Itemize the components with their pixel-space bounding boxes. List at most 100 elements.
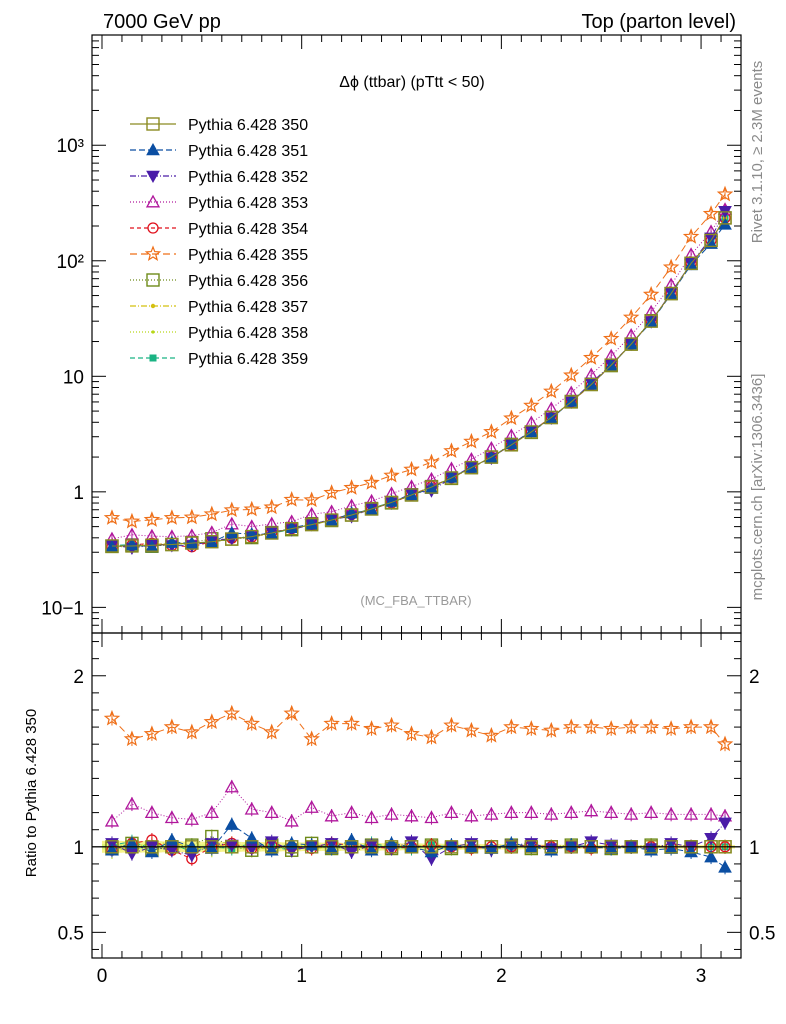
data-point (344, 805, 359, 819)
data-point (284, 521, 299, 536)
x-tick-label: 0 (97, 966, 108, 987)
mcplots-label: mcplots.cern.ch [arXiv:1306.3436] (749, 374, 766, 601)
data-point (123, 512, 141, 529)
data-point (205, 535, 219, 549)
data-point (704, 850, 718, 863)
data-point (163, 509, 181, 525)
data-point (443, 716, 460, 733)
data-point (384, 495, 399, 510)
data-point (703, 806, 719, 820)
data-point (203, 713, 221, 729)
data-point (523, 720, 540, 736)
data-point (224, 779, 239, 793)
data-point (564, 394, 579, 407)
data-point (403, 460, 420, 477)
legend-marker (150, 303, 156, 309)
data-point (225, 532, 239, 546)
series-355-ratio-line (111, 712, 726, 745)
data-point (303, 491, 320, 508)
data-point (464, 808, 479, 822)
data-point (224, 525, 239, 539)
data-point (543, 382, 560, 399)
data-point (682, 228, 700, 244)
data-point (504, 805, 519, 819)
data-point (145, 844, 159, 858)
data-point (283, 704, 300, 721)
data-point (622, 308, 640, 325)
data-point (683, 806, 699, 820)
data-point (424, 844, 439, 858)
data-point (145, 538, 159, 552)
data-point (504, 836, 519, 849)
legend-label: Pythia 6.428 350 (188, 117, 308, 134)
ratio-y-tick-label: 0.5 (58, 923, 84, 944)
data-point (564, 805, 579, 819)
data-point (602, 720, 620, 736)
data-point (718, 817, 732, 830)
data-point (524, 805, 539, 819)
data-point (584, 803, 599, 817)
data-point (704, 236, 718, 249)
data-point (484, 806, 499, 820)
legend-label: Pythia 6.428 358 (188, 325, 308, 342)
legend-entry-359: Pythia 6.428 359 (130, 351, 308, 368)
data-point (622, 718, 640, 735)
data-point (642, 718, 660, 735)
data-point (344, 506, 359, 519)
data-point (563, 366, 580, 383)
series-354-main-line (111, 217, 726, 548)
plot-title: Δϕ (ttbar) (pTtt < 50) (339, 74, 484, 91)
data-point (364, 502, 379, 516)
data-point (404, 488, 419, 502)
data-point (602, 330, 620, 346)
data-point (103, 509, 121, 525)
data-point (584, 377, 598, 392)
data-point (624, 337, 638, 351)
data-point (165, 832, 179, 846)
legend-label: Pythia 6.428 355 (188, 247, 308, 264)
data-point (304, 800, 319, 813)
data-point (125, 539, 139, 553)
ratio-y-tick-label-right: 2 (749, 667, 760, 688)
data-point (303, 730, 320, 747)
data-point (704, 233, 718, 248)
data-point (245, 529, 259, 544)
legend-label: Pythia 6.428 357 (188, 299, 308, 316)
data-point (483, 423, 500, 439)
data-point (662, 258, 680, 275)
data-point (642, 285, 660, 302)
data-point (243, 500, 260, 517)
series-350-main (105, 211, 732, 553)
y-tick-label: 10−1 (41, 598, 84, 619)
data-point (503, 718, 520, 735)
data-point (144, 805, 160, 819)
data-point (283, 491, 300, 507)
data-point (344, 832, 359, 846)
y-tick-label: 10 (63, 367, 84, 388)
data-point (424, 810, 439, 824)
header-left: 7000 GeV pp (103, 11, 221, 33)
data-point (384, 806, 399, 820)
data-point (184, 812, 199, 825)
data-point (716, 185, 734, 202)
data-point (384, 836, 399, 849)
legend-marker (146, 117, 160, 131)
data-point (324, 513, 339, 527)
data-point (702, 718, 720, 735)
legend-label: Pythia 6.428 356 (188, 273, 308, 290)
series-353-main-line (111, 209, 726, 540)
data-point (682, 718, 700, 735)
rivet-label: Rivet 3.1.10, ≥ 2.3M events (749, 61, 766, 244)
data-point (104, 813, 120, 827)
legend-entry-358: Pythia 6.428 358 (130, 325, 308, 342)
data-point (544, 806, 559, 820)
data-point (503, 409, 520, 426)
y-tick-label: 10² (57, 252, 84, 273)
series-351 (105, 217, 732, 875)
data-point (403, 725, 420, 741)
ratio-panel-frame (91, 632, 742, 959)
ratio-y-tick-label-right: 1 (749, 838, 760, 859)
data-point (523, 396, 540, 413)
data-point (644, 314, 658, 328)
